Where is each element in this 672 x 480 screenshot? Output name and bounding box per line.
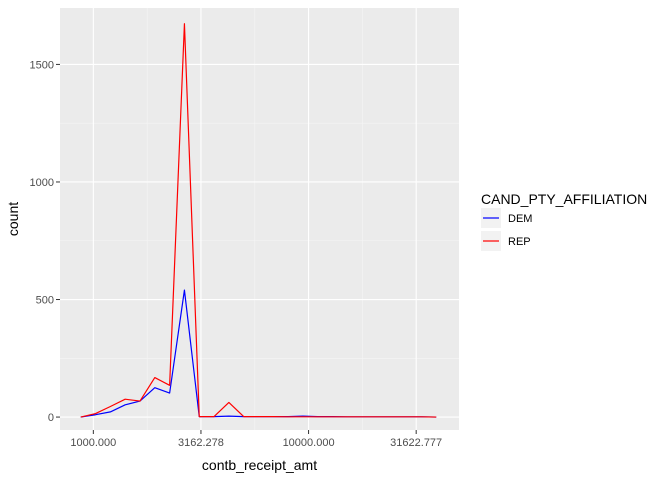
x-tick-label: 31622.777 (390, 437, 442, 449)
grid-major (60, 8, 459, 430)
x-ticks: 1000.000 3162.278 10000.000 31622.777 (70, 430, 442, 449)
x-tick-label: 10000.000 (283, 437, 335, 449)
plot-panel (60, 8, 459, 430)
x-tick-label: 3162.278 (178, 437, 224, 449)
y-axis-title: count (5, 202, 21, 236)
legend-title: CAND_PTY_AFFILIATION (481, 191, 647, 207)
x-axis-title: contb_receipt_amt (202, 457, 317, 473)
legend-label-dem: DEM (508, 213, 532, 225)
x-tick-label: 1000.000 (70, 437, 116, 449)
y-tick-label: 1500 (30, 59, 54, 71)
grid-minor (60, 8, 459, 430)
y-tick-label: 1000 (30, 177, 54, 189)
series-line-rep (80, 23, 437, 418)
y-tick-label: 0 (48, 412, 54, 424)
legend-keys: DEM REP (481, 208, 532, 251)
y-ticks: 0 500 1000 1500 (30, 59, 60, 424)
legend: CAND_PTY_AFFILIATION DEM REP (481, 191, 647, 251)
y-tick-label: 500 (36, 295, 54, 307)
legend-label-rep: REP (508, 236, 531, 248)
series-layer (80, 23, 437, 418)
